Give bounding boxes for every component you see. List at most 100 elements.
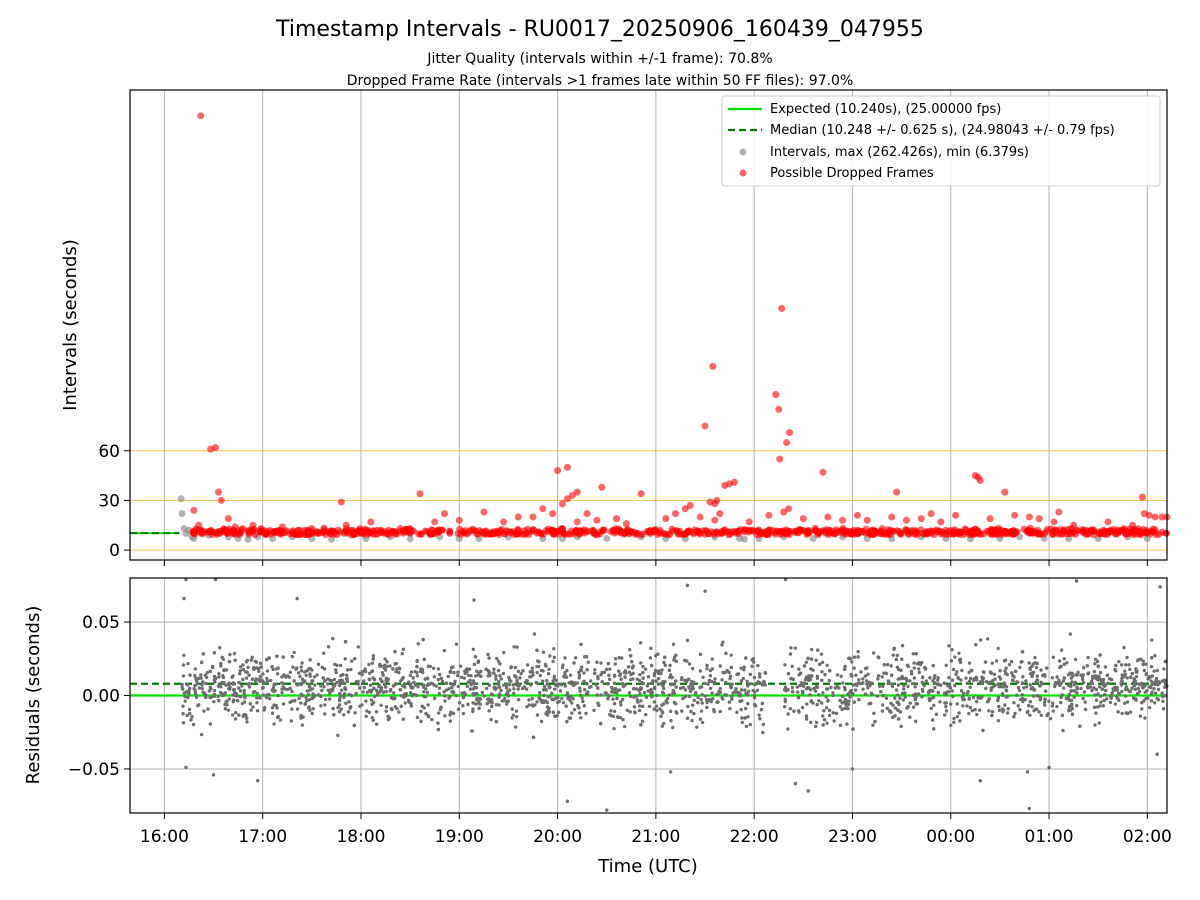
residual-point <box>1146 677 1150 681</box>
residual-point <box>812 686 816 691</box>
residual-point <box>707 697 711 702</box>
residual-point <box>760 701 765 706</box>
residual-point <box>948 686 953 690</box>
residual-point <box>356 645 361 649</box>
residuals-panel: −0.050.000.05 16:00 17:00 18:00 19:00 20:00 2… <box>23 577 1172 877</box>
residual-point <box>1102 698 1106 703</box>
residual-point <box>936 676 940 680</box>
residual-point <box>893 706 898 710</box>
residual-point <box>337 698 342 703</box>
dropped-frame-point <box>681 505 689 513</box>
residual-point <box>846 692 850 696</box>
residual-point <box>541 698 545 703</box>
residual-point <box>436 711 441 715</box>
residual-point <box>879 690 883 694</box>
residual-point <box>517 697 521 702</box>
residual-point <box>394 661 399 666</box>
residual-point <box>690 687 694 691</box>
residual-point <box>1155 668 1159 673</box>
residual-point <box>847 656 851 661</box>
dropped-band-point <box>1162 529 1170 537</box>
residual-point <box>628 654 633 658</box>
residual-point <box>866 672 870 676</box>
residual-point <box>256 666 261 671</box>
residual-point <box>391 667 395 671</box>
residual-point <box>913 719 918 724</box>
residual-point <box>290 707 294 711</box>
residual-point <box>394 682 398 686</box>
residual-point <box>929 706 933 711</box>
residual-point <box>976 696 980 700</box>
dropped-frame-point <box>952 511 960 519</box>
residual-point <box>1113 702 1118 706</box>
residual-point <box>185 713 189 718</box>
residual-point <box>194 676 198 681</box>
intervals-y-tick-label: 30 <box>98 491 120 511</box>
residual-point <box>690 718 694 723</box>
residual-point <box>683 688 688 692</box>
residual-point <box>344 673 349 677</box>
residual-point <box>1152 701 1157 705</box>
residual-point <box>436 721 440 725</box>
residual-point <box>887 709 892 713</box>
residual-point <box>425 690 430 695</box>
residual-point <box>801 684 806 688</box>
residual-point <box>840 707 844 712</box>
dropped-band-point <box>989 526 997 534</box>
residual-outlier-point <box>1158 585 1162 589</box>
residual-point <box>662 660 666 665</box>
interval-point <box>177 495 185 503</box>
residual-point <box>938 700 942 704</box>
dropped-band-point <box>695 527 703 535</box>
residual-point <box>545 678 549 683</box>
residual-point <box>638 641 643 645</box>
residual-point <box>319 704 323 708</box>
residual-point <box>1093 675 1098 679</box>
residual-point <box>448 670 452 675</box>
residual-point <box>687 662 692 666</box>
residual-point <box>757 675 762 679</box>
residual-point <box>959 678 963 682</box>
residual-point <box>1134 667 1138 671</box>
residual-point <box>426 703 430 707</box>
residual-point <box>690 703 695 707</box>
residual-point <box>996 682 1000 686</box>
residual-point <box>655 708 659 713</box>
residual-point <box>816 648 820 652</box>
residual-point <box>1104 688 1108 693</box>
residual-point <box>856 655 860 659</box>
residual-point <box>210 665 215 670</box>
residual-point <box>448 719 453 723</box>
residual-point <box>1139 657 1143 661</box>
residual-point <box>857 677 861 682</box>
residual-point <box>928 676 932 680</box>
residual-point <box>861 681 865 685</box>
residual-point <box>835 684 839 689</box>
residual-point <box>548 694 552 698</box>
residual-point <box>308 658 312 662</box>
residual-point <box>809 720 813 725</box>
residual-point <box>581 699 585 704</box>
residual-point <box>911 705 916 709</box>
residual-point <box>346 710 351 714</box>
residual-point <box>1025 710 1030 715</box>
residual-point <box>687 686 691 690</box>
residual-point <box>1050 701 1055 705</box>
residuals-y-label: Residuals (seconds) <box>23 606 44 785</box>
residual-point <box>952 716 956 721</box>
residual-point <box>898 696 902 700</box>
residual-point <box>579 716 583 720</box>
residual-point <box>611 697 615 701</box>
residual-point <box>1061 679 1066 683</box>
residual-point <box>662 686 666 691</box>
dropped-band-point <box>223 528 231 536</box>
residual-point <box>913 698 918 702</box>
residual-point <box>975 712 979 717</box>
time-tick-label: 20:00 <box>533 827 582 847</box>
residual-point <box>699 697 703 702</box>
residual-point <box>584 655 589 659</box>
residual-point <box>335 680 339 685</box>
residual-point <box>843 664 847 669</box>
residual-point <box>900 657 904 661</box>
residual-point <box>895 700 899 705</box>
